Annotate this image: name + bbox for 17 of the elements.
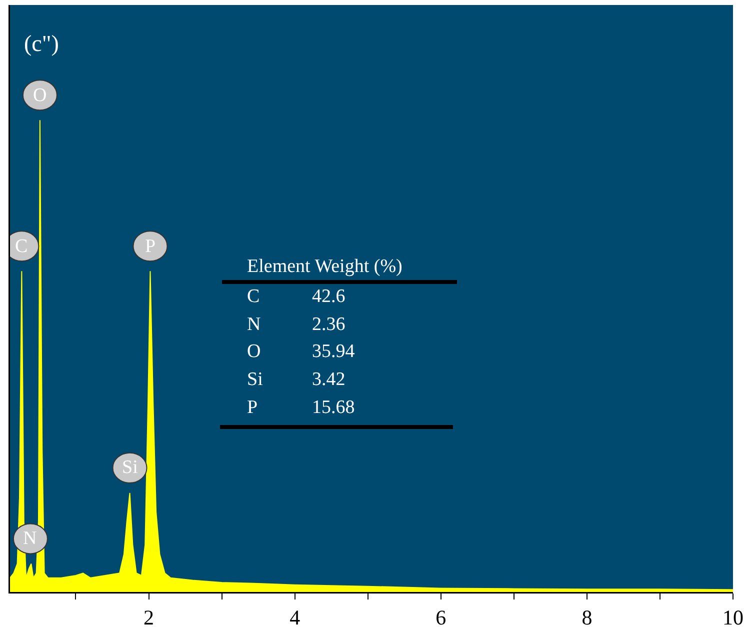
- annotation: 2.36: [312, 314, 346, 335]
- annotation: 15.68: [312, 397, 355, 418]
- annotation: Si: [247, 369, 263, 390]
- annotation: 3.42: [312, 369, 346, 390]
- x-tick-label: 6: [436, 606, 446, 627]
- annotation: P: [247, 397, 258, 418]
- annotation: Element Weight (%): [247, 256, 402, 277]
- x-tick-label: 10: [722, 606, 744, 627]
- annotation: O: [247, 341, 261, 362]
- x-tick-label: 2: [144, 606, 154, 627]
- annotation: 35.94: [312, 341, 356, 362]
- x-tick-label: 4: [290, 606, 301, 627]
- annotation: N: [247, 314, 261, 335]
- annotation: 42.6: [312, 286, 346, 307]
- annotation: C: [247, 286, 260, 307]
- text: (c"): [24, 31, 59, 56]
- x-tick-label: 8: [582, 606, 592, 627]
